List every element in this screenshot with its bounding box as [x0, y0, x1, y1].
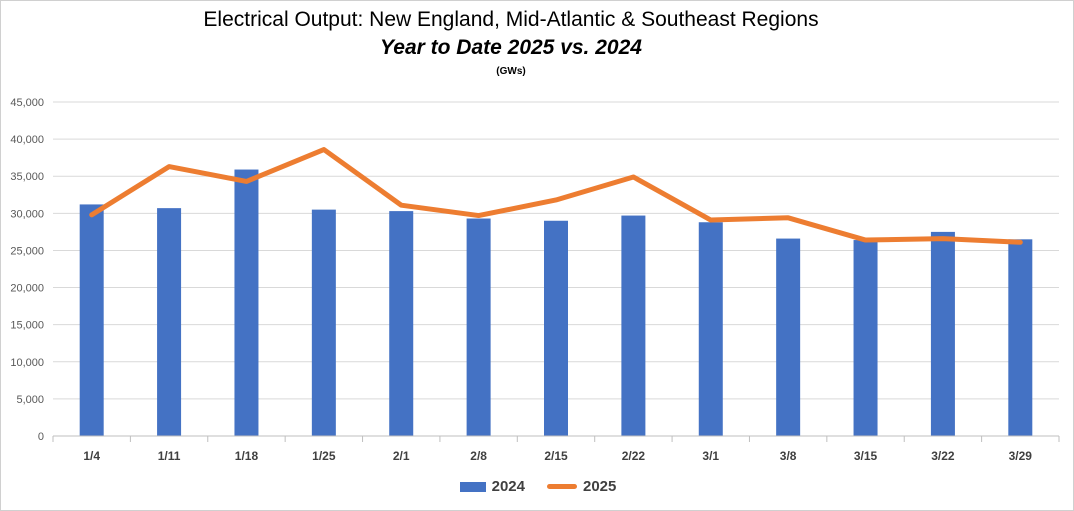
x-axis [52, 435, 1060, 442]
chart-title: Electrical Output: New England, Mid-Atla… [203, 8, 819, 31]
y-tick-label: 40,000 [10, 134, 44, 146]
x-tick-label: 1/4 [83, 449, 100, 463]
legend-item-2025: 2025 [547, 478, 616, 495]
x-tick-label: 3/29 [1009, 449, 1033, 463]
bar-2024 [1008, 239, 1033, 436]
x-tick-label: 1/25 [312, 449, 336, 463]
y-tick-label: 20,000 [10, 283, 44, 295]
bar-2024 [389, 211, 414, 436]
bar-2024 [621, 215, 646, 436]
x-tick-label: 3/15 [854, 449, 878, 463]
x-tick-label: 3/8 [780, 449, 797, 463]
line-2025 [89, 147, 1023, 245]
x-tick-label: 3/22 [931, 449, 955, 463]
x-tick-label: 1/11 [158, 449, 181, 463]
bar-2024 [544, 220, 568, 436]
x-tick-label: 2/8 [470, 449, 487, 463]
y-tick-label: 35,000 [10, 171, 44, 183]
y-tick-label: 45,000 [10, 97, 44, 109]
legend-item-2024: 2024 [459, 478, 525, 495]
x-axis-ticks: 1/4 1/11 1/18 1/25 2/1 2/8 2/15 2/22 3/1 3/8 3/15 3… [83, 449, 1032, 463]
bar-2024 [79, 204, 104, 436]
chart-subtitle: Year to Date 2025 vs. 2024 [380, 36, 642, 59]
x-tick-label: 2/15 [544, 449, 568, 463]
x-tick-label: 2/22 [622, 449, 646, 463]
bar-2024 [311, 209, 336, 436]
y-tick-label: 0 [38, 431, 44, 443]
bar-series-2024 [79, 169, 1033, 436]
plot-area: 0 5,000 10,000 15,000 20,000 25,000 30,000 35,0… [10, 97, 1060, 463]
y-tick-label: 15,000 [10, 320, 44, 332]
y-axis-ticks: 0 5,000 10,000 15,000 20,000 25,000 30,000 35,0… [10, 97, 44, 443]
y-tick-label: 5,000 [16, 394, 44, 406]
bar-2024 [776, 238, 801, 436]
legend-swatch-2024 [459, 481, 486, 492]
x-tick-label: 2/1 [393, 449, 410, 463]
bar-2024 [698, 222, 723, 436]
y-tick-label: 25,000 [10, 245, 44, 257]
bar-2024 [853, 240, 878, 436]
legend-label-2024: 2024 [491, 478, 525, 495]
line-series-2025 [89, 147, 1023, 245]
y-tick-label: 10,000 [10, 357, 44, 369]
x-tick-label: 3/1 [702, 449, 719, 463]
bar-2024 [234, 169, 259, 436]
legend-swatch-2025 [547, 484, 577, 489]
legend-label-2025: 2025 [583, 478, 617, 495]
chart-unit-label: (GWs) [496, 66, 526, 77]
y-tick-label: 30,000 [10, 208, 44, 220]
x-tick-label: 1/18 [235, 449, 259, 463]
legend: 2024 2025 [1, 478, 1074, 495]
bar-2024 [466, 218, 491, 436]
bar-2024 [157, 208, 182, 436]
bar-2024 [930, 231, 955, 436]
